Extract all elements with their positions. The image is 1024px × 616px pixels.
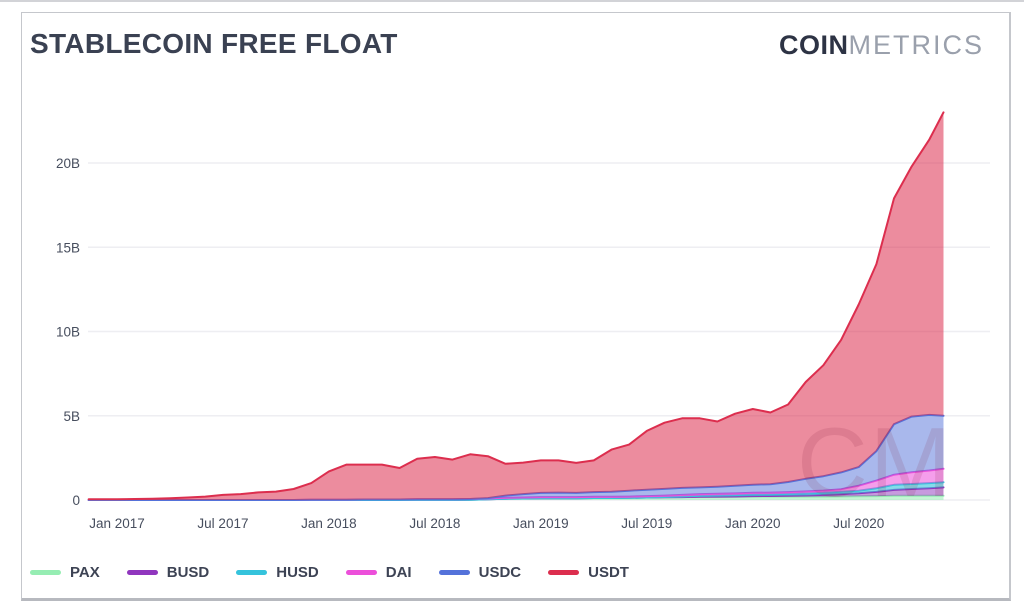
legend-label-busd: BUSD bbox=[166, 564, 210, 581]
legend-item-usdc[interactable]: USDC bbox=[438, 564, 522, 581]
y-axis-label-15B: 15B bbox=[56, 240, 80, 255]
x-axis-label-jul-2020: Jul 2020 bbox=[833, 516, 884, 531]
y-axis-label-0: 0 bbox=[72, 493, 80, 508]
area-band-pax bbox=[88, 495, 944, 500]
x-axis-label-jan-2017: Jan 2017 bbox=[89, 516, 145, 531]
cm-watermark: CM bbox=[797, 407, 953, 517]
x-axis-label-jul-2019: Jul 2019 bbox=[621, 516, 672, 531]
window-top-divider bbox=[0, 0, 1024, 2]
area-band-usdt bbox=[88, 112, 944, 501]
x-axis-label-jan-2019: Jan 2019 bbox=[513, 516, 569, 531]
legend-swatch-usdc bbox=[438, 570, 470, 575]
legend-label-pax: PAX bbox=[70, 564, 100, 581]
legend-item-dai[interactable]: DAI bbox=[345, 564, 412, 581]
chart-legend: PAX BUSD HUSD DAI USDC USDT bbox=[30, 564, 629, 581]
legend-swatch-dai bbox=[345, 570, 377, 575]
legend-swatch-busd bbox=[126, 570, 158, 575]
y-axis-label-10B: 10B bbox=[56, 325, 80, 340]
legend-label-husd: HUSD bbox=[276, 564, 319, 581]
chart-title: STABLECOIN FREE FLOAT bbox=[30, 28, 398, 59]
y-axis-label-5B: 5B bbox=[63, 409, 80, 424]
legend-swatch-pax bbox=[30, 570, 61, 575]
legend-label-usdc: USDC bbox=[478, 564, 522, 581]
legend-item-usdt[interactable]: USDT bbox=[548, 564, 629, 581]
legend-swatch-usdt bbox=[548, 570, 580, 575]
y-axis-label-20B: 20B bbox=[56, 156, 80, 171]
chart-card bbox=[21, 12, 1011, 601]
x-axis-label-jul-2017: Jul 2017 bbox=[197, 516, 248, 531]
logo-text-bold: COIN bbox=[779, 30, 849, 60]
x-axis-label-jul-2018: Jul 2018 bbox=[409, 516, 460, 531]
x-axis-label-jan-2020: Jan 2020 bbox=[725, 516, 781, 531]
coinmetrics-logo: COINMETRICS bbox=[779, 30, 984, 61]
legend-swatch-husd bbox=[236, 570, 268, 575]
logo-text-light: METRICS bbox=[848, 30, 984, 60]
legend-label-dai: DAI bbox=[385, 564, 412, 581]
legend-item-pax[interactable]: PAX bbox=[30, 564, 100, 581]
legend-item-husd[interactable]: HUSD bbox=[236, 564, 319, 581]
legend-item-busd[interactable]: BUSD bbox=[126, 564, 210, 581]
legend-label-usdt: USDT bbox=[588, 564, 629, 581]
x-axis-label-jan-2018: Jan 2018 bbox=[301, 516, 357, 531]
series-line-usdt bbox=[87, 111, 945, 501]
